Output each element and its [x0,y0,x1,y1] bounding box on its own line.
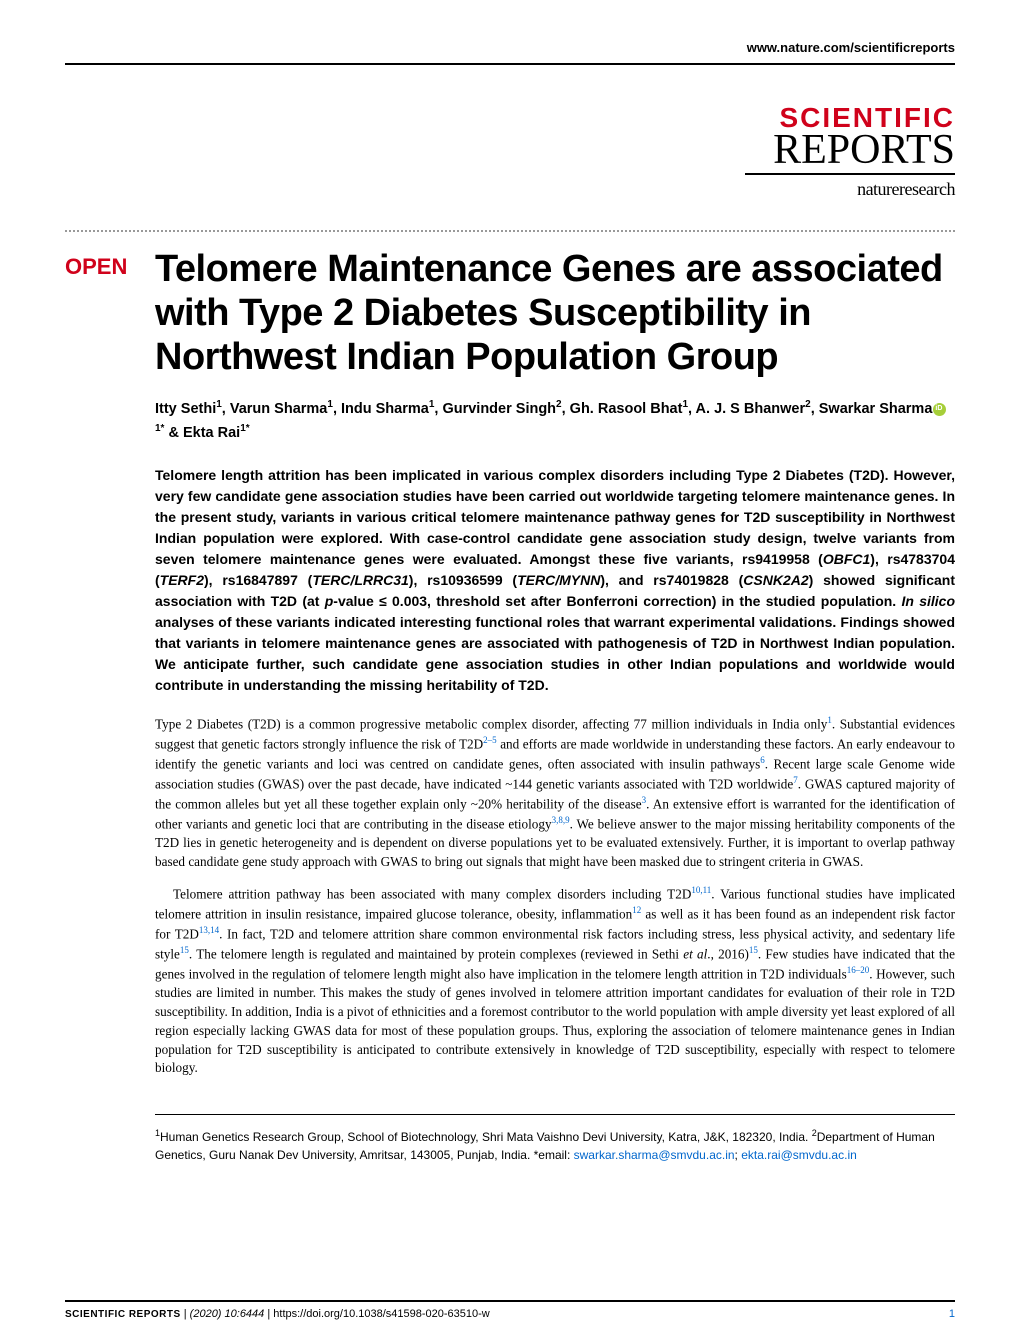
open-access-badge: OPEN [65,248,137,1164]
abstract: Telomere length attrition has been impli… [155,465,955,696]
journal-url: www.nature.com/scientificreports [65,40,955,55]
logo-publisher: natureresearch [65,179,955,200]
journal-logo: SCIENTIFIC REPORTS natureresearch [65,105,955,200]
article-title: Telomere Maintenance Genes are associate… [155,248,955,379]
page-number: 1 [949,1308,955,1320]
logo-line2: REPORTS [65,132,955,170]
footer-rule [65,1300,955,1302]
footer-journal: SCIENTIFIC REPORTS [65,1309,181,1320]
body-paragraph-2: Telomere attrition pathway has been asso… [155,884,955,1078]
header-rule [65,63,955,65]
author-list: Itty Sethi1, Varun Sharma1, Indu Sharma1… [155,397,955,444]
logo-rule [745,173,955,175]
page-footer: SCIENTIFIC REPORTS | (2020) 10:6444 | ht… [65,1300,955,1320]
footer-citation: (2020) 10:6444 | https://doi.org/10.1038… [190,1308,490,1320]
dotted-rule [65,230,955,232]
affiliations: 1Human Genetics Research Group, School o… [155,1114,955,1164]
orcid-icon [933,403,946,416]
body-paragraph-1: Type 2 Diabetes (T2D) is a common progre… [155,714,955,872]
